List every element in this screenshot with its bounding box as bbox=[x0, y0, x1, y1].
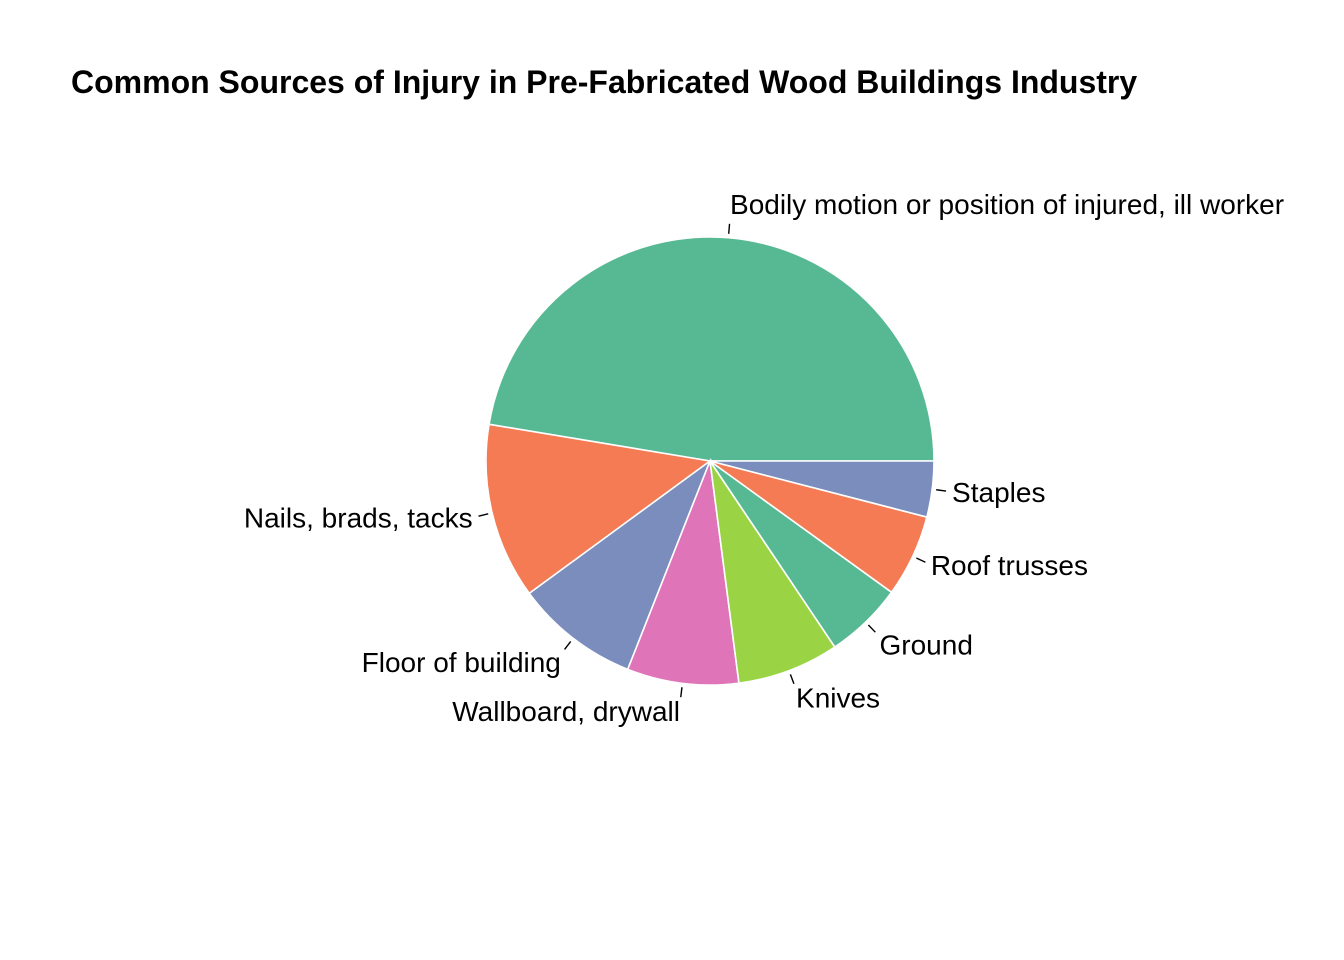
slice-label-nails-brads-tacks: Nails, brads, tacks bbox=[244, 503, 473, 534]
pie-slice-floor-of-building bbox=[528, 458, 712, 671]
leader-line-staples bbox=[936, 489, 947, 492]
leader-line-ground bbox=[867, 624, 876, 633]
slice-label-wallboard-drywall: Wallboard, drywall bbox=[452, 696, 680, 727]
slice-label-knives: Knives bbox=[796, 682, 880, 713]
pie-slice-wallboard-drywall bbox=[626, 457, 740, 686]
chart-title: Common Sources of Injury in Pre-Fabricat… bbox=[71, 64, 1137, 100]
leader-line-roof-trusses bbox=[916, 557, 926, 563]
leader-lines bbox=[478, 223, 947, 698]
slice-label-staples: Staples bbox=[952, 477, 1045, 508]
leader-line-bodily-motion-or-position-of-injured-ill-worker bbox=[728, 223, 731, 234]
pie-slice-nails-brads-tacks bbox=[485, 423, 713, 595]
slice-label-floor-of-building: Floor of building bbox=[362, 647, 561, 678]
slice-labels: Bodily motion or position of injured, il… bbox=[244, 189, 1284, 727]
leader-line-nails-brads-tacks bbox=[478, 513, 489, 517]
leader-line-wallboard-drywall bbox=[680, 687, 683, 698]
pie-slice-knives bbox=[709, 460, 836, 685]
slice-label-ground: Ground bbox=[880, 630, 973, 661]
pie-slice-staples bbox=[709, 460, 935, 519]
slice-label-roof-trusses: Roof trusses bbox=[931, 550, 1088, 581]
slice-label-bodily-motion-or-position-of-injured-ill-worker: Bodily motion or position of injured, il… bbox=[730, 189, 1284, 220]
pie-slice-bodily-motion-or-position-of-injured-ill-worker bbox=[488, 236, 935, 462]
leader-line-floor-of-building bbox=[564, 641, 572, 650]
pie-slices bbox=[485, 236, 935, 686]
leader-line-knives bbox=[789, 674, 795, 684]
